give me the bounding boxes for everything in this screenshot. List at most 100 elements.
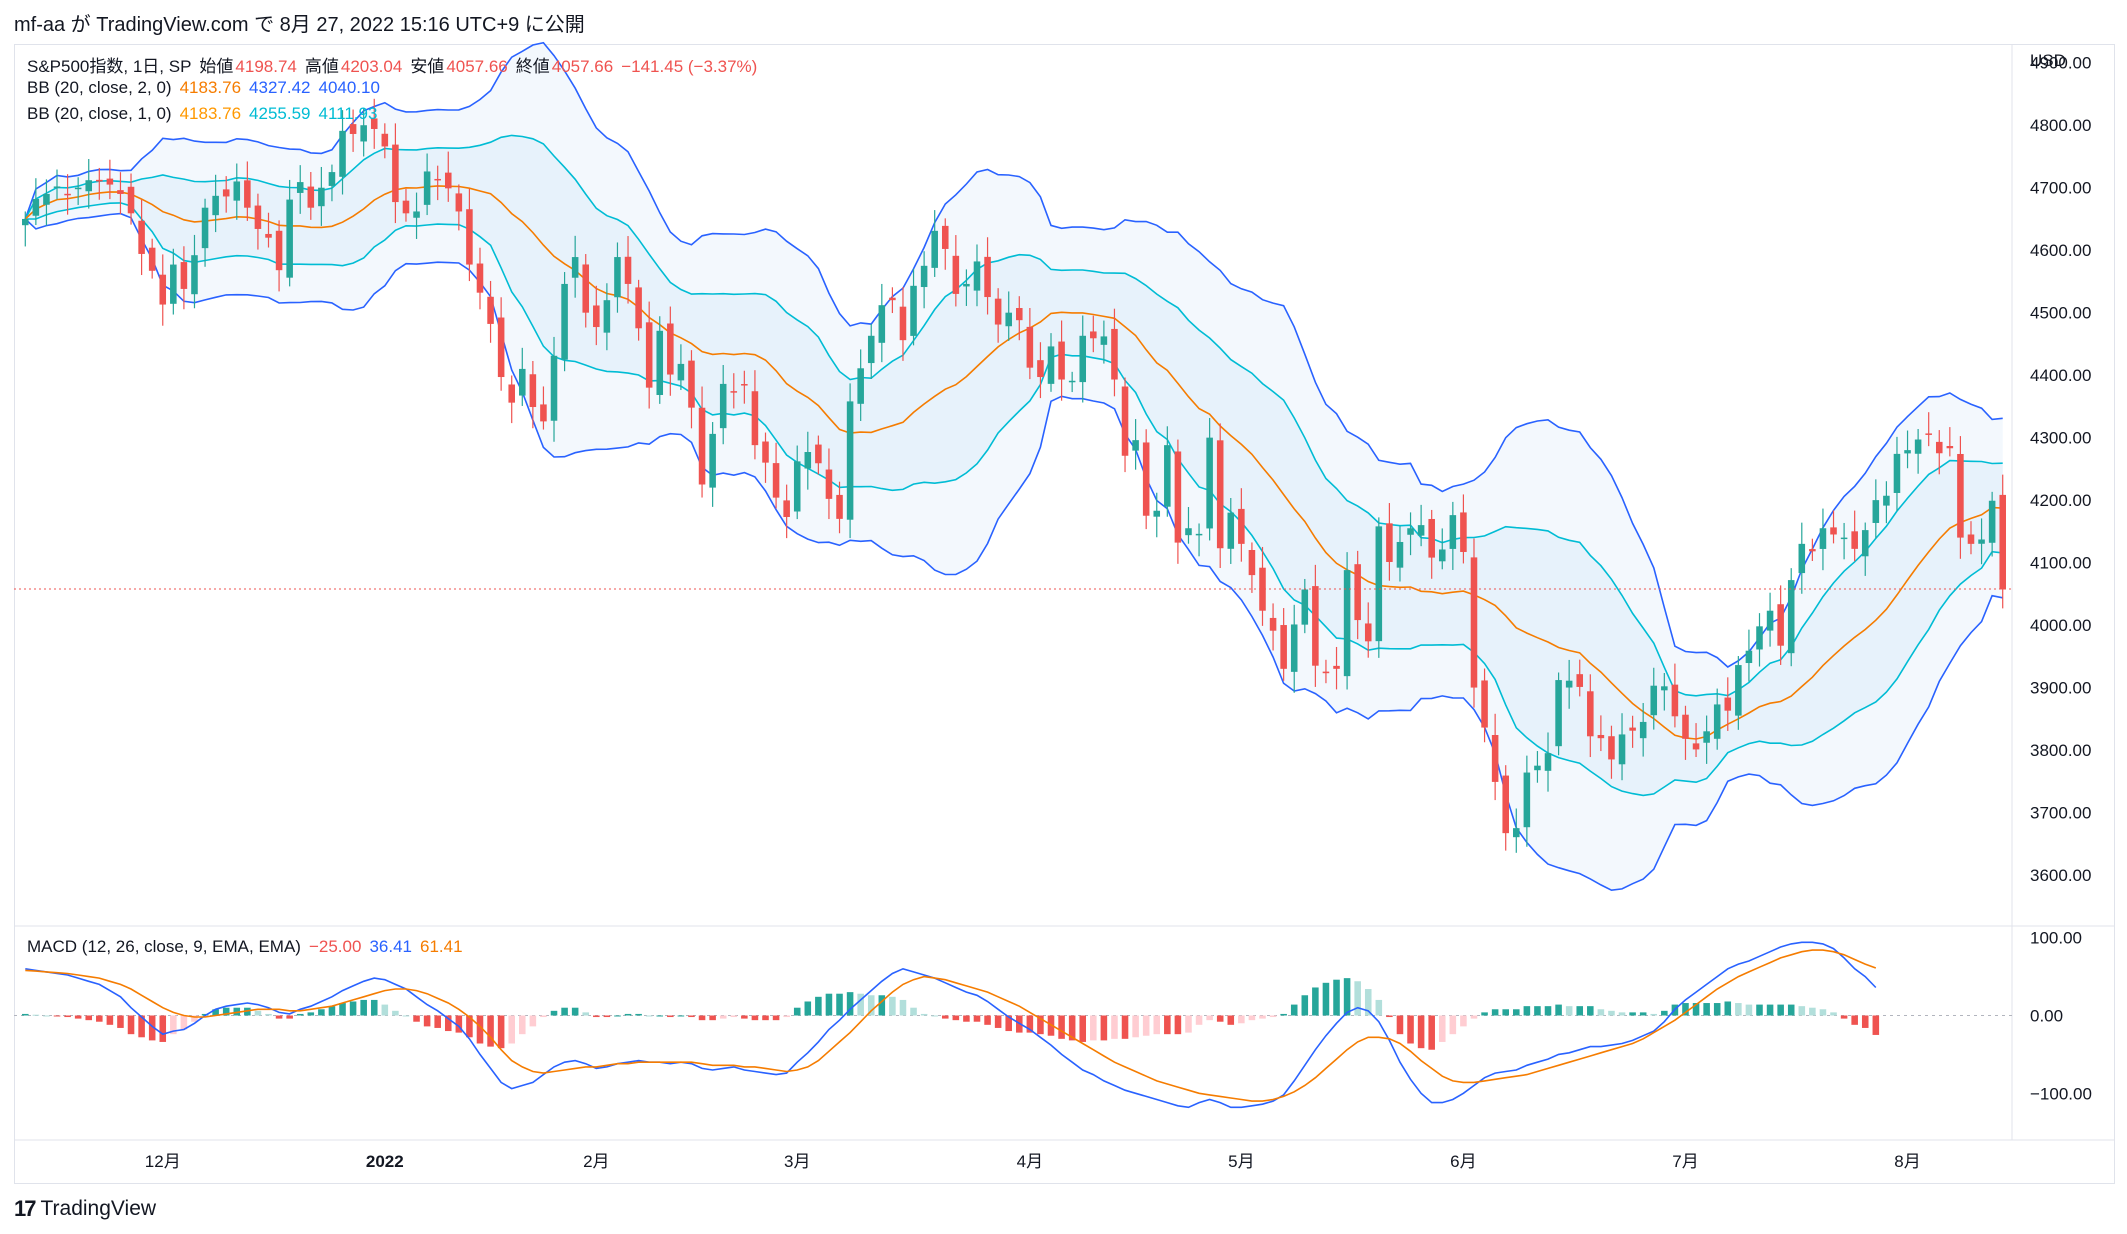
macd-histogram-bar: [1142, 1015, 1150, 1036]
candle: [1587, 674, 1594, 758]
candle-body: [1713, 704, 1721, 739]
tradingview-logo-icon: 17: [14, 1196, 37, 1221]
tradingview-logo[interactable]: 17 TradingView: [14, 1196, 156, 1222]
candle-body: [233, 181, 241, 201]
candle: [762, 432, 769, 483]
candle: [1068, 371, 1076, 393]
candle-body: [751, 391, 759, 446]
macd-histogram-bar: [751, 1015, 759, 1021]
candle: [1164, 426, 1171, 517]
candle-body: [1523, 772, 1531, 828]
candle: [836, 481, 843, 534]
candle: [444, 151, 452, 202]
candle-body: [857, 368, 864, 404]
candle-body: [254, 205, 262, 229]
candle-body: [1639, 721, 1647, 739]
legend-bb1[interactable]: BB (20, close, 1, 0) 4183.76 4255.59 4111.9…: [27, 104, 385, 124]
macd-histogram-bar: [117, 1015, 124, 1028]
candle: [191, 234, 198, 309]
macd-histogram-bar: [1735, 1003, 1742, 1016]
candle: [1058, 320, 1065, 401]
candle-body: [529, 374, 537, 408]
candle-body: [1735, 665, 1742, 716]
candle-body: [1438, 549, 1446, 562]
candle-body: [22, 218, 29, 226]
candle-body: [1544, 753, 1552, 771]
candle-body: [846, 401, 854, 520]
candle: [1555, 672, 1562, 756]
candle: [1216, 423, 1224, 569]
candle: [1142, 429, 1150, 530]
candle-body: [1068, 380, 1076, 383]
macd-histogram-bar: [1111, 1015, 1118, 1039]
macd-histogram-bar: [487, 1015, 494, 1047]
candle: [1238, 488, 1245, 562]
candle-body: [804, 452, 812, 469]
candle-body: [1809, 549, 1816, 552]
candle-body: [1534, 765, 1541, 771]
macd-histogram-bar: [1312, 987, 1319, 1016]
candle-body: [127, 186, 135, 214]
macd-histogram-bar: [867, 995, 875, 1016]
macd-histogram-bar: [476, 1015, 484, 1044]
candle-body: [53, 186, 61, 188]
candle: [508, 375, 515, 424]
macd-histogram-bar: [64, 1015, 71, 1018]
macd-histogram-bar: [994, 1015, 1002, 1028]
candle: [1428, 509, 1435, 579]
macd-histogram-bar: [1851, 1015, 1858, 1025]
macd-histogram-bar: [529, 1015, 537, 1027]
candle-body: [825, 469, 833, 499]
candle-body: [1703, 731, 1710, 743]
candle-body: [96, 179, 103, 182]
macd-histogram-bar: [1830, 1012, 1837, 1016]
macd-histogram-bar: [1206, 1015, 1213, 1021]
time-tick-label: 6月: [1450, 1152, 1476, 1171]
candle: [1830, 510, 1837, 544]
high-value: 4203.04: [340, 57, 403, 76]
candle-body: [1428, 518, 1435, 558]
legend-macd[interactable]: MACD (12, 26, close, 9, EMA, EMA) −25.00 3…: [27, 937, 471, 957]
macd-histogram-bar: [1153, 1015, 1161, 1035]
candle: [222, 176, 230, 213]
macd-histogram-bar: [1777, 1004, 1784, 1016]
time-tick-label: 7月: [1672, 1152, 1698, 1171]
candle: [1819, 508, 1827, 571]
candle-body: [931, 230, 938, 268]
candle-body: [1100, 336, 1108, 345]
macd-histogram-bar: [1364, 989, 1372, 1016]
symbol-name: S&P500指数, 1日, SP: [27, 57, 192, 76]
price-tick-label: 3900.00: [2030, 679, 2091, 698]
macd-histogram-bar: [1216, 1015, 1224, 1022]
candle-body: [170, 264, 177, 304]
macd-histogram-bar: [1375, 999, 1383, 1016]
macd-histogram-bar: [1280, 1013, 1287, 1016]
macd-histogram-bar: [1618, 1012, 1626, 1016]
candle-body: [910, 285, 917, 336]
candle: [593, 285, 600, 346]
candle-body: [878, 305, 886, 343]
candle: [466, 188, 473, 282]
candle-body: [1872, 500, 1880, 523]
candle: [1946, 427, 1954, 457]
candle: [265, 212, 272, 248]
macd-histogram-bar: [1058, 1015, 1065, 1039]
candle-body: [1333, 665, 1340, 669]
macd-histogram-bar: [772, 1015, 780, 1021]
candle: [1301, 578, 1309, 634]
macd-histogram-bar: [1787, 1004, 1795, 1016]
legend-symbol[interactable]: S&P500指数, 1日, SP 始値 4198.74 高値 4203.04 安値 4057…: [27, 52, 765, 77]
candle: [1809, 538, 1816, 561]
legend-bb2[interactable]: BB (20, close, 2, 0) 4183.76 4327.42 4040.1…: [27, 78, 388, 98]
price-tick-label: 4600.00: [2030, 241, 2091, 260]
candle: [561, 272, 568, 372]
candle-body: [1206, 437, 1213, 529]
candle: [349, 109, 357, 152]
candle-body: [1957, 453, 1964, 538]
candle-body: [1016, 308, 1023, 321]
candle-body: [815, 444, 822, 464]
candle: [603, 283, 611, 351]
low-value: 4057.66: [446, 57, 508, 76]
candle: [1100, 320, 1108, 364]
